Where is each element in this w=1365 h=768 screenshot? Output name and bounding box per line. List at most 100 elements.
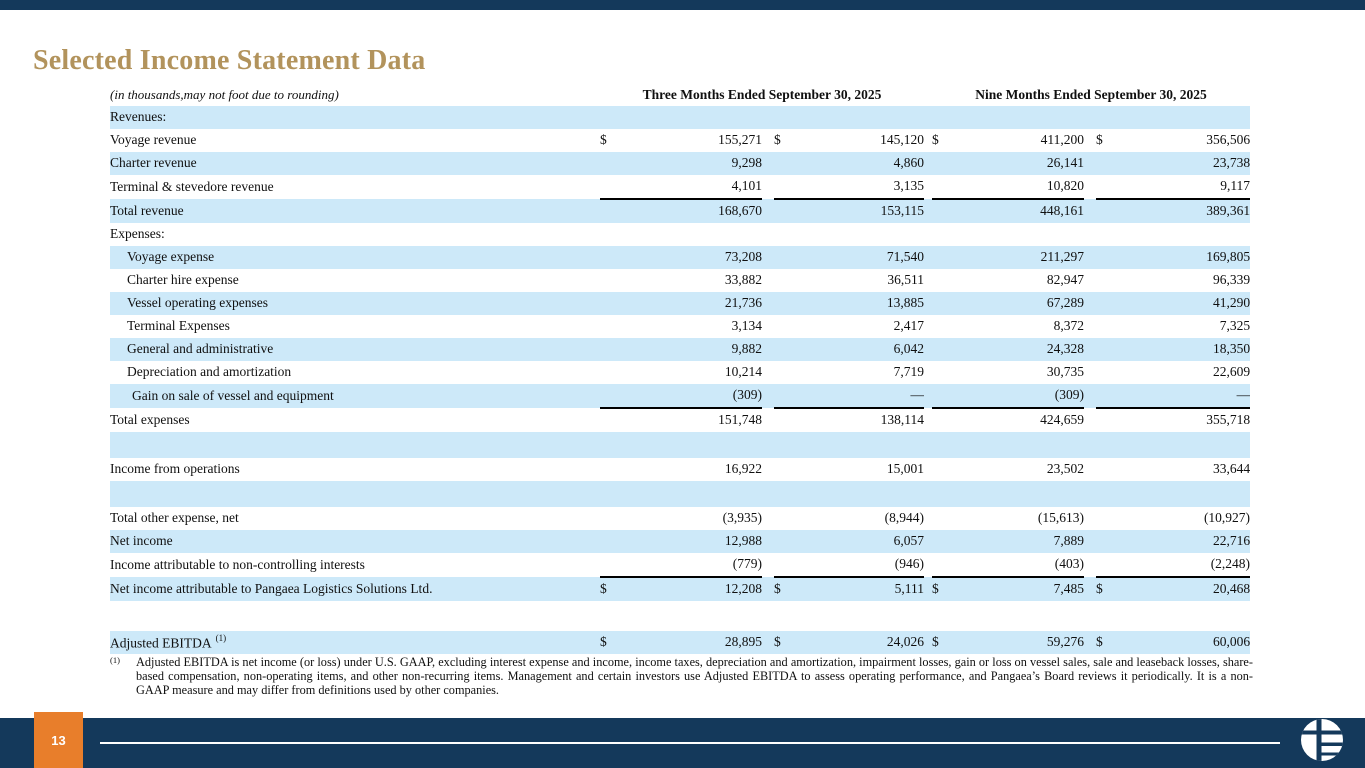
value-cell: (3,935)	[722, 510, 762, 526]
column-gap	[924, 577, 932, 601]
value-cell: 13,885	[886, 295, 925, 311]
page-number: 13	[51, 732, 66, 748]
value-cell: 30,735	[1046, 364, 1085, 380]
dollar-sign-cell	[1096, 507, 1124, 530]
table-row: Terminal Expenses 3,134 2,417 8,372 7,325	[110, 315, 1250, 338]
row-label: Depreciation and amortization	[127, 364, 292, 380]
column-gap	[762, 246, 774, 269]
column-gap	[762, 361, 774, 384]
dollar-sign-cell: $	[932, 581, 939, 597]
column-gap	[1084, 458, 1096, 481]
table-row: Total other expense, net (3,935) (8,944) (1…	[110, 507, 1250, 530]
value-cell: 12,988	[724, 533, 762, 549]
dollar-sign-cell	[932, 292, 960, 315]
table-row: Depreciation and amortization 10,214 7,719…	[110, 361, 1250, 384]
table-row: Voyage revenue $155,271 $145,120 $411,200 $3…	[110, 129, 1250, 152]
dollar-sign-cell	[1096, 152, 1124, 175]
column-gap	[762, 553, 774, 577]
dollar-sign-cell	[932, 106, 960, 129]
column-gap	[1084, 384, 1096, 408]
income-statement-table: (in thousands,may not foot due to roundi…	[110, 84, 1251, 654]
dollar-sign-cell	[932, 199, 960, 223]
dollar-sign-cell	[774, 246, 802, 269]
table-row: Terminal & stevedore revenue 4,101 3,135 10…	[110, 175, 1251, 200]
row-label: Total revenue	[110, 202, 184, 218]
dollar-sign-cell	[774, 338, 802, 361]
dollar-sign-cell	[600, 338, 628, 361]
value-cell: 24,026	[886, 634, 925, 650]
dollar-sign-cell	[1096, 246, 1124, 269]
column-gap	[924, 631, 932, 654]
value-cell: 153,115	[880, 203, 925, 219]
dollar-sign-cell: $	[932, 634, 939, 650]
value-cell: 448,161	[1040, 203, 1085, 219]
value-cell: 138,114	[880, 412, 925, 428]
table-row: Revenues:	[110, 106, 1251, 129]
value-cell: 24,328	[1046, 341, 1085, 357]
value-cell	[960, 106, 1084, 129]
pangaea-globe-logo-icon	[1301, 719, 1343, 761]
dollar-sign-cell	[774, 269, 802, 292]
dollar-sign-cell	[1096, 292, 1124, 315]
dollar-sign-cell	[932, 315, 960, 338]
value-cell: 15,001	[886, 461, 925, 477]
page-title: Selected Income Statement Data	[33, 44, 426, 76]
column-gap	[762, 408, 774, 432]
value-cell	[1124, 106, 1250, 129]
value-cell: 151,748	[718, 412, 762, 428]
value-cell: 71,540	[886, 249, 925, 265]
dollar-sign-cell	[774, 361, 802, 384]
row-label: Terminal & stevedore revenue	[110, 178, 274, 194]
value-cell: 356,506	[1206, 132, 1251, 148]
dollar-sign-cell	[774, 315, 802, 338]
dollar-sign-cell	[600, 269, 628, 292]
dollar-sign-cell	[932, 530, 960, 553]
dollar-sign-cell: $	[774, 581, 781, 597]
column-gap	[1084, 152, 1096, 175]
value-cell: 26,141	[1046, 155, 1085, 171]
dollar-sign-cell	[774, 152, 802, 175]
column-gap	[924, 199, 932, 223]
table-row: Total expenses 151,748 138,114 424,659 355,7…	[110, 408, 1250, 432]
table-row: Income from operations 16,922 15,001 23,502…	[110, 458, 1250, 481]
value-cell: 96,339	[1212, 272, 1251, 288]
value-cell: (779)	[628, 553, 762, 578]
dollar-sign-cell	[1096, 315, 1124, 338]
column-gap	[762, 269, 774, 292]
value-cell	[802, 223, 924, 246]
dollar-sign-cell	[1096, 175, 1125, 200]
dollar-sign-cell	[1096, 223, 1124, 246]
value-cell: (946)	[802, 553, 925, 578]
row-label: Net income attributable to Pangaea Logis…	[110, 580, 433, 596]
value-cell: 67,289	[1046, 295, 1085, 311]
value-cell: (2,248)	[1124, 553, 1251, 578]
column-gap	[762, 223, 774, 246]
dollar-sign-cell	[1096, 269, 1124, 292]
value-cell: 424,659	[1040, 412, 1085, 428]
dollar-sign-cell	[600, 458, 628, 481]
value-cell: 9,882	[731, 341, 762, 357]
dollar-sign-cell	[774, 106, 802, 129]
row-label: General and administrative	[127, 341, 274, 357]
dollar-sign-cell: $	[600, 132, 607, 148]
value-cell: 33,882	[724, 272, 762, 288]
value-cell: 8,372	[1053, 318, 1085, 334]
column-gap	[924, 384, 932, 408]
dollar-sign-cell: $	[600, 634, 607, 650]
value-cell: 28,895	[724, 634, 762, 650]
value-cell	[802, 106, 924, 129]
column-gap	[924, 84, 933, 106]
column-gap	[924, 338, 932, 361]
column-gap	[1084, 246, 1096, 269]
dollar-sign-cell	[600, 246, 628, 269]
blank-cell	[110, 481, 1250, 507]
value-cell: 33,644	[1212, 461, 1251, 477]
period-header-three-months: Three Months Ended September 30, 2025	[600, 84, 925, 106]
dollar-sign-cell	[774, 408, 802, 432]
table-row: Net income 12,988 6,057 7,889 22,716	[110, 530, 1251, 553]
column-gap	[1084, 292, 1096, 315]
value-cell: 2,417	[893, 318, 925, 334]
table-row: General and administrative 9,882 6,042 24,3…	[110, 338, 1251, 361]
table-note: (in thousands,may not foot due to roundi…	[110, 84, 600, 106]
income-table-body: Revenues: Voyage revenue $155,271 $145,120 $…	[110, 106, 1251, 654]
